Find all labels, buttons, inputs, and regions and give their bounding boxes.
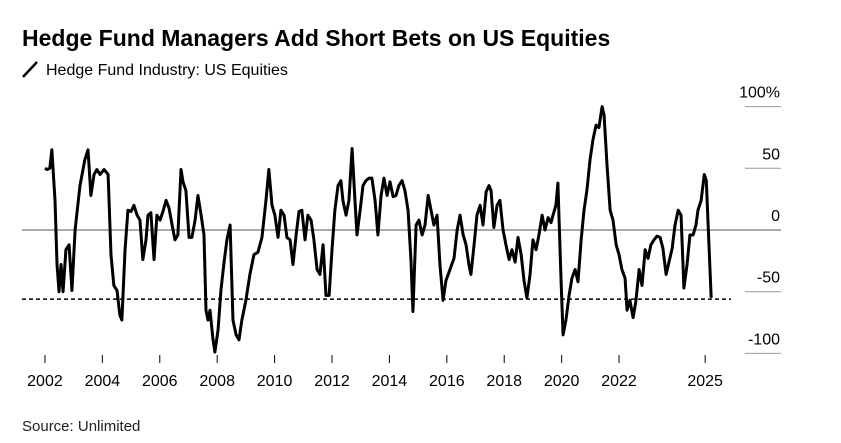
x-tick-label: 2002 <box>27 373 63 390</box>
data-line <box>44 105 713 354</box>
y-tick-label: -100 <box>748 331 780 348</box>
x-tick-label: 2008 <box>199 373 235 390</box>
x-tick-label: 2018 <box>486 373 522 390</box>
x-tick-label: 2012 <box>314 373 350 390</box>
y-tick-label: 100% <box>739 85 780 102</box>
source: Source: Unlimited <box>22 418 140 435</box>
chart-title: Hedge Fund Managers Add Short Bets on US… <box>22 25 610 51</box>
x-tick-label: 2020 <box>544 373 580 390</box>
x-tick-label: 2025 <box>687 373 723 390</box>
y-tick-label: 50 <box>762 146 780 163</box>
x-tick-label: 2022 <box>601 373 637 390</box>
legend-label: Hedge Fund Industry: US Equities <box>46 62 288 79</box>
x-tick-label: 2004 <box>85 373 121 390</box>
y-tick-label: 0 <box>771 208 780 225</box>
x-tick-label: 2014 <box>372 373 408 390</box>
x-tick-label: 2006 <box>142 373 178 390</box>
x-tick-label: 2010 <box>257 373 293 390</box>
legend-icon <box>22 61 38 78</box>
x-tick-label: 2016 <box>429 373 465 390</box>
y-tick-label: -50 <box>757 270 780 287</box>
